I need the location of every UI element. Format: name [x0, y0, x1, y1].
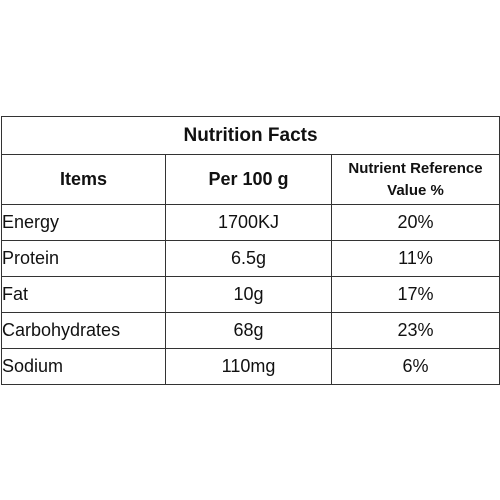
nutrient-reference-header-line2: Value % — [387, 181, 444, 199]
row-reference: 23% — [330, 312, 500, 349]
table-row: Energy 1700KJ 20% — [1, 204, 500, 241]
row-amount: 10g — [165, 276, 332, 313]
per-100g-header: Per 100 g — [165, 154, 332, 205]
row-reference: 20% — [330, 204, 500, 241]
row-item-name: Sodium — [1, 348, 166, 385]
nutrition-facts-table: Nutrition Facts Items Per 100 g Nutrient… — [0, 116, 500, 385]
row-amount: 110mg — [165, 348, 332, 385]
row-item-name: Carbohydrates — [1, 312, 166, 349]
row-item-name: Fat — [1, 276, 166, 313]
nutrient-reference-header-line1: Nutrient Reference — [348, 159, 483, 177]
table-row: Fat 10g 17% — [1, 276, 500, 313]
table-row: Sodium 110mg 6% — [1, 348, 500, 385]
row-amount: 1700KJ — [165, 204, 332, 241]
nutrient-reference-header: Nutrient Reference Value % — [330, 154, 500, 205]
items-header: Items — [1, 154, 166, 205]
row-reference: 17% — [330, 276, 500, 313]
row-amount: 68g — [165, 312, 332, 349]
table-title: Nutrition Facts — [0, 116, 500, 155]
title-row: Nutrition Facts — [0, 116, 500, 155]
row-item-name: Protein — [1, 240, 166, 277]
table-row: Carbohydrates 68g 23% — [1, 312, 500, 349]
row-reference: 11% — [330, 240, 500, 277]
table-row: Protein 6.5g 11% — [1, 240, 500, 277]
header-row: Items Per 100 g Nutrient Reference Value… — [1, 154, 500, 205]
row-reference: 6% — [330, 348, 500, 385]
row-amount: 6.5g — [165, 240, 332, 277]
row-item-name: Energy — [1, 204, 166, 241]
